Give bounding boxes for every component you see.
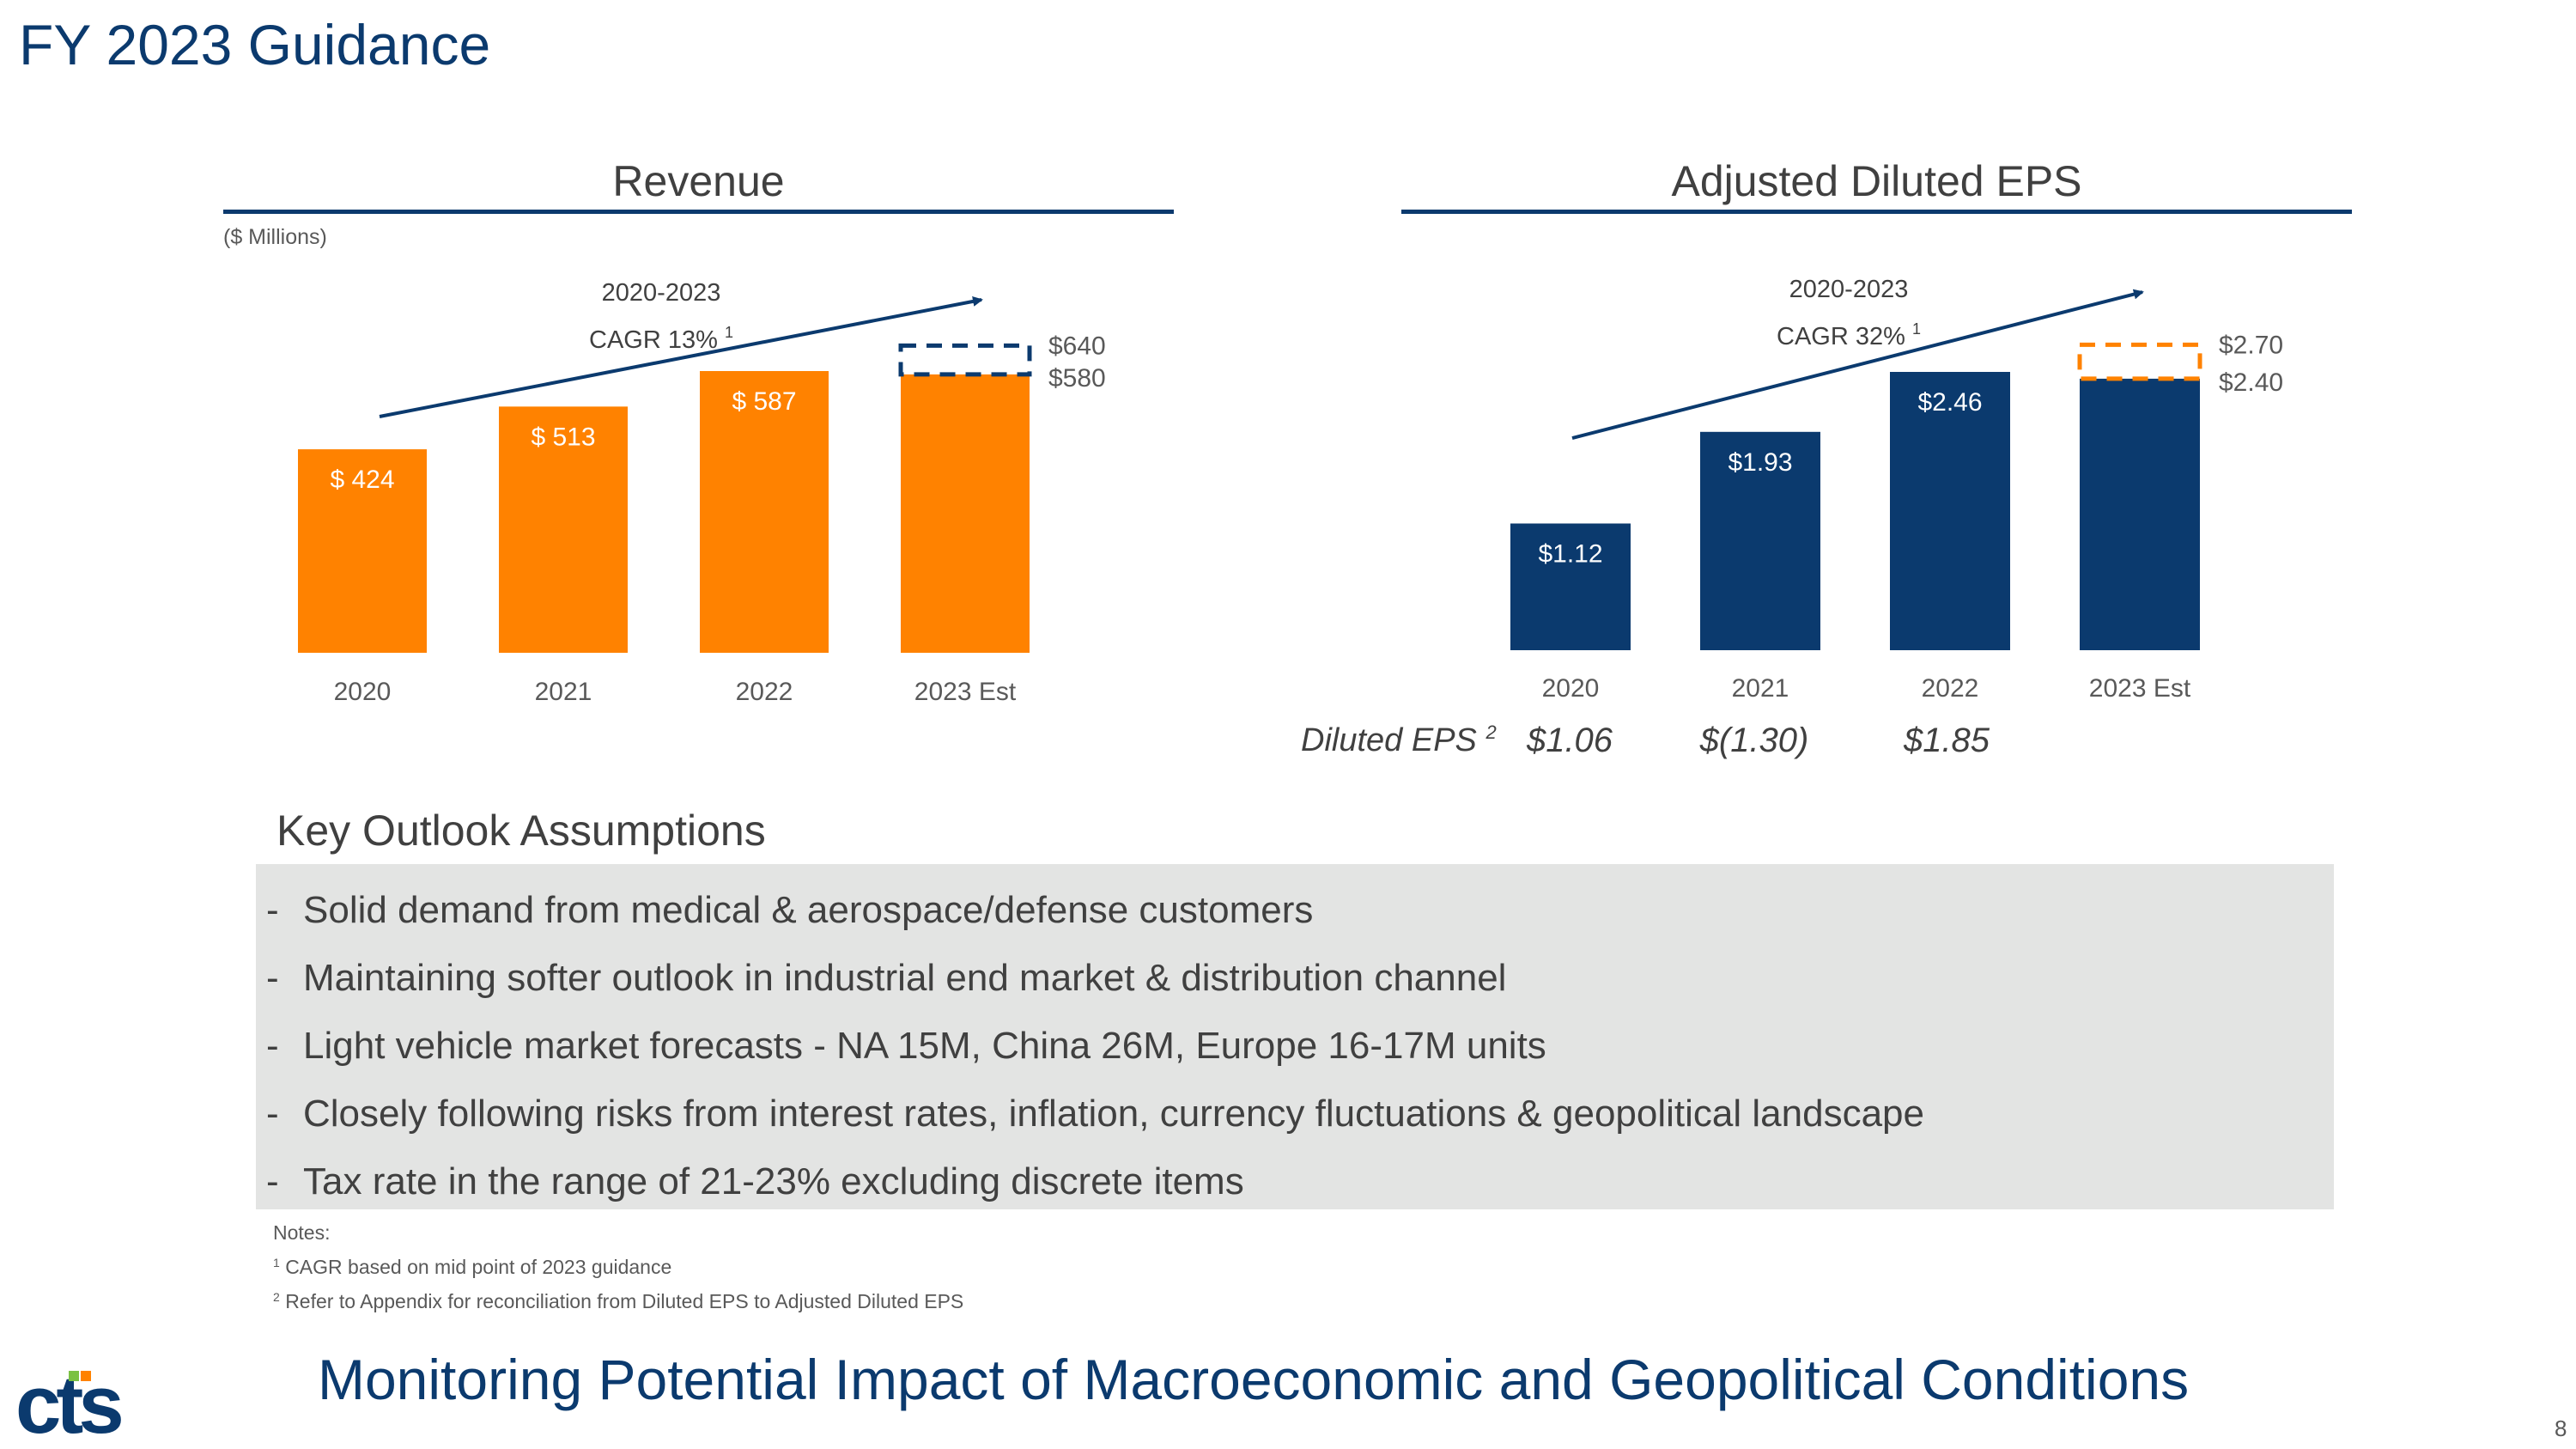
page-title: FY 2023 Guidance	[19, 13, 491, 76]
eps-category-label: 2020	[1542, 674, 1600, 703]
footnotes: Notes: 1 CAGR based on mid point of 2023…	[273, 1218, 963, 1317]
key-outlook-item: - Solid demand from medical & aerospace/d…	[256, 876, 2334, 944]
key-outlook-item: - Tax rate in the range of 21-23% excludi…	[256, 1148, 2334, 1215]
revenue-bar-value-label: $ 424	[330, 466, 394, 494]
key-outlook-item: - Maintaining softer outlook in industria…	[256, 944, 2334, 1012]
eps-category-label: 2021	[1732, 674, 1789, 703]
revenue-bar-chart: $ 424 2020 $ 513 2021 $ 587 2022 2023 Est $640 $…	[298, 296, 1106, 706]
revenue-cagr-annotation: 2020-2023 CAGR 13% 1	[532, 273, 790, 360]
revenue-category-label: 2020	[334, 678, 392, 706]
eps-guidance-low-label: $2.40	[2219, 368, 2283, 397]
revenue-cagr-period: 2020-2023	[601, 279, 721, 307]
eps-bar-value-label: $1.93	[1728, 448, 1792, 477]
revenue-bar	[499, 406, 628, 653]
bullet-dash: -	[266, 1093, 279, 1135]
diluted-eps-2020: $1.06	[1526, 721, 1613, 759]
revenue-category-label: 2021	[535, 678, 592, 706]
revenue-guidance-low-label: $580	[1048, 364, 1106, 393]
diluted-eps-2022: $1.85	[1903, 721, 1990, 759]
page-number: 8	[2555, 1416, 2567, 1441]
notes-heading: Notes:	[273, 1221, 331, 1244]
eps-cagr-period: 2020-2023	[1789, 276, 1909, 303]
revenue-cagr-value: CAGR 13%	[589, 326, 718, 354]
eps-cagr-arrow	[1571, 289, 2144, 440]
revenue-guidance-range-box	[898, 343, 1032, 377]
revenue-title-rule	[223, 210, 1174, 214]
logo-accent-square-orange	[81, 1371, 91, 1381]
key-outlook-item-text: Tax rate in the range of 21-23% excludin…	[303, 1160, 1244, 1202]
key-outlook-item-text: Closely following risks from interest ra…	[303, 1093, 1924, 1135]
bullet-dash: -	[266, 957, 279, 999]
eps-guidance-high-label: $2.70	[2219, 331, 2283, 359]
revenue-cagr-footnote-mark: 1	[724, 324, 733, 341]
revenue-bar-value-label: $ 587	[732, 387, 796, 416]
eps-bar	[1700, 431, 1820, 650]
revenue-bar-value-label: $ 513	[531, 423, 595, 451]
eps-category-label: 2023 Est	[2089, 674, 2191, 703]
eps-cagr-annotation: 2020-2023 CAGR 32% 1	[1720, 270, 1978, 356]
revenue-chart-title: Revenue	[612, 157, 785, 205]
key-outlook-item: - Light vehicle market forecasts - NA 15M…	[256, 1012, 2334, 1080]
logo-accent-square-green	[69, 1371, 79, 1381]
key-outlook-item-text: Light vehicle market forecasts - NA 15M,…	[303, 1025, 1546, 1067]
eps-bar-value-label: $2.46	[1917, 388, 1982, 417]
cts-logo-wordmark: cts	[15, 1366, 121, 1443]
footnote-2: 2 Refer to Appendix for reconciliation f…	[273, 1282, 963, 1317]
diluted-eps-label-text: Diluted EPS	[1301, 722, 1477, 758]
key-outlook-item-text: Solid demand from medical & aerospace/de…	[303, 889, 1314, 931]
key-outlook-title: Key Outlook Assumptions	[276, 807, 766, 855]
key-outlook-panel: - Solid demand from medical & aerospace/d…	[256, 864, 2334, 1209]
eps-cagr-footnote-mark: 1	[1911, 320, 1921, 338]
key-outlook-item-text: Maintaining softer outlook in industrial…	[303, 957, 1507, 999]
revenue-guidance-high-label: $640	[1048, 332, 1106, 360]
revenue-bar	[700, 371, 829, 653]
footnote-text: CAGR based on mid point of 2023 guidance	[285, 1256, 672, 1278]
revenue-bar	[298, 449, 427, 653]
key-outlook-item: - Closely following risks from interest r…	[256, 1080, 2334, 1148]
key-outlook-list: - Solid demand from medical & aerospace/d…	[256, 864, 2334, 1215]
eps-bar	[1510, 523, 1631, 650]
diluted-eps-row: Diluted EPS 2 $1.06 $(1.30) $1.85	[1301, 721, 1990, 773]
eps-chart-title: Adjusted Diluted EPS	[1671, 157, 2082, 205]
footnote-mark: 2	[273, 1290, 280, 1304]
eps-cagr-value: CAGR 32%	[1777, 323, 1905, 350]
eps-title-rule	[1401, 210, 2352, 214]
footnote-text: Refer to Appendix for reconciliation fro…	[285, 1290, 964, 1312]
diluted-eps-footnote-mark: 2	[1485, 721, 1497, 743]
cts-logo: cts	[15, 1366, 126, 1443]
footer-banner: Monitoring Potential Impact of Macroecon…	[318, 1348, 2190, 1411]
revenue-units-label: ($ Millions)	[223, 225, 327, 249]
footnote-mark: 1	[273, 1256, 280, 1269]
eps-bar	[1890, 372, 2010, 650]
eps-bar-chart: $1.12 2020 $1.93 2021 $2.46 2022 2023 Est $2.70…	[1510, 289, 2283, 703]
eps-bar	[2080, 378, 2200, 650]
diluted-eps-2021: $(1.30)	[1699, 721, 1809, 759]
revenue-cagr-arrow	[379, 296, 983, 418]
revenue-category-label: 2022	[736, 678, 793, 706]
eps-category-label: 2022	[1922, 674, 1979, 703]
diluted-eps-label: Diluted EPS 2	[1301, 721, 1497, 759]
bullet-dash: -	[266, 1160, 279, 1202]
eps-bar-value-label: $1.12	[1538, 539, 1602, 568]
bullet-dash: -	[266, 1025, 279, 1067]
eps-guidance-range-box	[2077, 342, 2202, 381]
revenue-category-label: 2023 Est	[914, 678, 1017, 706]
bullet-dash: -	[266, 889, 279, 931]
revenue-bar	[901, 374, 1030, 653]
footnote-1: 1 CAGR based on mid point of 2023 guidan…	[273, 1248, 963, 1282]
